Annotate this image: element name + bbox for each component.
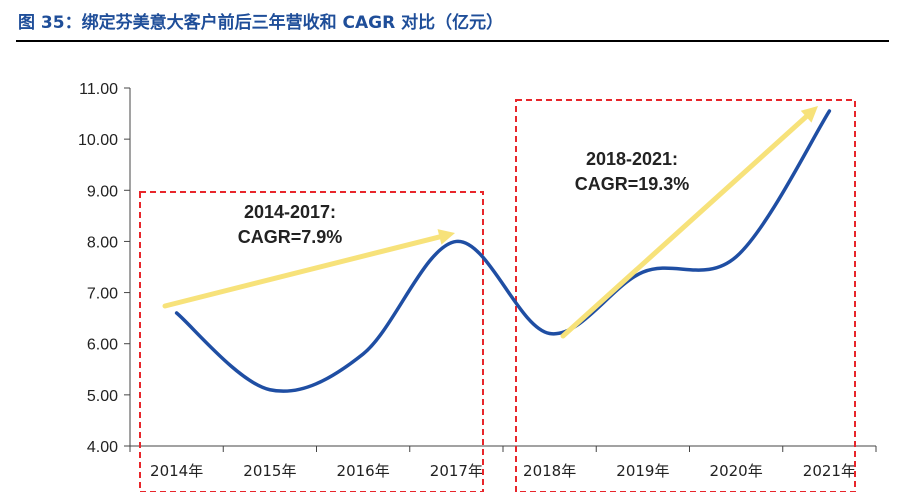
y-tick-label: 7.00 [87, 286, 118, 303]
cagr-value-label: CAGR=7.9% [238, 227, 343, 247]
period-box [139, 191, 484, 492]
x-tick-label: 2020年 [710, 462, 763, 480]
x-tick-label: 2018年 [523, 462, 576, 480]
figure-title: 图 35：绑定芬美意大客户前后三年营收和 CAGR 对比（亿元） [18, 13, 504, 33]
cagr-period-label: 2018-2021: [586, 149, 678, 169]
y-tick-label: 6.00 [87, 337, 118, 354]
x-tick-label: 2021年 [803, 462, 856, 480]
y-tick-label: 9.00 [87, 183, 118, 200]
title-underline [16, 40, 889, 42]
cagr-arrow-shaft [162, 234, 442, 309]
x-tick-label: 2016年 [337, 462, 390, 480]
y-tick-label: 10.00 [78, 132, 118, 149]
x-tick-label: 2017年 [430, 462, 483, 480]
cagr-arrow-head [800, 106, 818, 123]
cagr-arrow-head [437, 229, 455, 245]
period-box [515, 99, 856, 492]
y-tick-label: 4.00 [87, 439, 118, 456]
x-tick-label: 2014年 [150, 462, 203, 480]
cagr-period-label: 2014-2017: [244, 202, 336, 222]
cagr-value-label: CAGR=19.3% [575, 174, 690, 194]
x-tick-label: 2015年 [243, 462, 296, 480]
x-tick-label: 2019年 [616, 462, 669, 480]
y-tick-label: 8.00 [87, 234, 118, 251]
cagr-arrow-shaft [560, 114, 809, 339]
y-tick-label: 5.00 [87, 388, 118, 405]
y-tick-label: 11.00 [79, 81, 118, 98]
revenue-line [174, 109, 832, 393]
